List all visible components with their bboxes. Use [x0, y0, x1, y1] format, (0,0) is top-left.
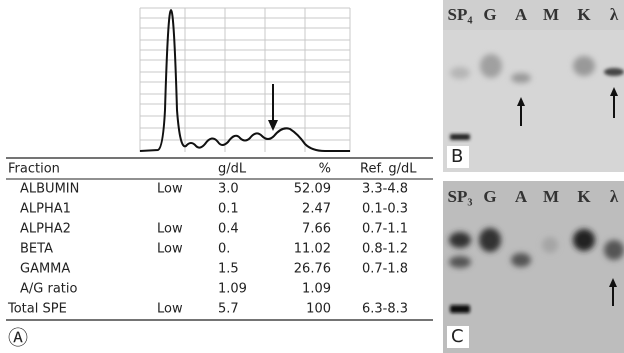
gdl: 0.1: [218, 202, 239, 217]
fraction: A/G ratio: [20, 282, 77, 297]
arrow-head: [268, 120, 278, 131]
lane-label: λ: [610, 5, 619, 24]
lane-label: K: [577, 187, 591, 206]
lane-label: λ: [610, 187, 619, 206]
gdl: 3.0: [218, 182, 239, 197]
table: Fraction g/dL% Ref. g/dL ALBUMIN Low 3.0 52.09…: [7, 162, 417, 317]
panel-label: B: [451, 146, 463, 167]
flag: Low: [157, 222, 183, 237]
reference: 0.7-1.8: [362, 262, 408, 277]
fraction: BETA: [20, 242, 53, 257]
reference: 0.8-1.2: [362, 242, 408, 257]
fraction: ALBUMIN: [20, 182, 79, 197]
fraction: ALPHA1: [20, 202, 71, 217]
lane-label: A: [515, 187, 528, 206]
flag: Low: [157, 242, 183, 257]
column-header: g/dL: [218, 162, 247, 177]
lane-label: G: [483, 187, 496, 206]
column-header: Fraction: [8, 162, 60, 177]
gdl: 5.7: [218, 302, 239, 317]
flag: Low: [157, 302, 183, 317]
flag: Low: [157, 182, 183, 197]
panel-label: Ⓐ: [8, 326, 28, 350]
gdl: 0.: [218, 242, 230, 257]
lane-label: A: [515, 5, 528, 24]
percent: 11.02: [294, 242, 331, 257]
gel-b: [443, 0, 624, 172]
lane-label: M: [543, 187, 559, 206]
panel-label: C: [451, 326, 464, 347]
fraction: GAMMA: [20, 262, 70, 277]
trace-grid: [140, 8, 350, 152]
percent: 26.76: [294, 262, 331, 277]
lane-label: SP₃: [448, 187, 473, 206]
lane-label: M: [543, 5, 559, 24]
percent: 100: [306, 302, 331, 317]
percent: 52.09: [294, 182, 331, 197]
lane-label: K: [577, 5, 591, 24]
gdl: 1.5: [218, 262, 239, 277]
reference: 6.3-8.3: [362, 302, 408, 317]
fraction: Total SPE: [7, 302, 67, 317]
reference: 0.7-1.1: [362, 222, 408, 237]
gdl: 1.09: [218, 282, 247, 297]
reference: 3.3-4.8: [362, 182, 408, 197]
reference: 0.1-0.3: [362, 202, 408, 217]
column-header: Ref. g/dL: [360, 162, 417, 177]
column-header: %: [319, 162, 331, 177]
lane-label: G: [483, 5, 496, 24]
gdl: 0.4: [218, 222, 239, 237]
fraction: ALPHA2: [20, 222, 71, 237]
densitometry-trace: [140, 10, 350, 151]
figure: Fraction g/dL% Ref. g/dL ALBUMIN Low 3.0 52.09…: [0, 0, 624, 353]
percent: 7.66: [302, 222, 331, 237]
lane-label: SP₄: [448, 5, 473, 24]
gel-c: [443, 181, 624, 353]
percent: 1.09: [302, 282, 331, 297]
percent: 2.47: [302, 202, 331, 217]
